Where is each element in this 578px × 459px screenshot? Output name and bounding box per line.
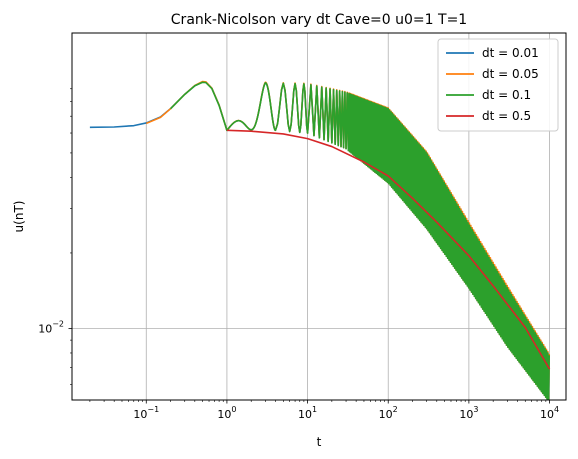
x-tick-label: 102: [379, 405, 398, 421]
legend-label: dt = 0.05: [482, 67, 539, 81]
x-tick-label: 10−1: [133, 405, 159, 421]
legend-label: dt = 0.01: [482, 46, 539, 60]
x-tick-exponent: −1: [147, 405, 159, 414]
legend-item: dt = 0.05: [446, 67, 539, 81]
legend-label: dt = 0.5: [482, 109, 531, 123]
x-tick-exponent: 0: [231, 405, 236, 414]
legend-item: dt = 0.1: [446, 88, 531, 102]
x-tick-exponent: 2: [393, 405, 398, 414]
x-tick-base: 10: [133, 408, 147, 421]
x-tick-label: 101: [298, 405, 317, 421]
x-tick-label: 100: [217, 405, 236, 421]
series-dt-0-1: [169, 81, 551, 400]
series-line: [226, 129, 551, 370]
x-tick-exponent: 4: [554, 405, 559, 414]
x-tick-base: 10: [298, 408, 312, 421]
y-tick-base: 10: [38, 323, 52, 336]
y-axis: 10−2: [38, 88, 72, 385]
plot-frame: [71, 32, 567, 401]
legend-item: dt = 0.5: [446, 109, 531, 123]
x-tick-exponent: 1: [312, 405, 317, 414]
x-tick-label: 104: [540, 405, 559, 421]
x-axis: 10−1 100 101 102 103 104: [89, 400, 559, 421]
legend: dt = 0.01 dt = 0.05 dt = 0.1 dt = 0.5: [437, 38, 559, 132]
y-tick-exponent: −2: [52, 320, 64, 329]
x-tick-base: 10: [459, 408, 473, 421]
y-axis-label: u(nT): [12, 201, 26, 233]
y-tick-label: 10−2: [38, 320, 64, 336]
x-tick-base: 10: [379, 408, 393, 421]
x-tick-base: 10: [540, 408, 554, 421]
x-tick-exponent: 3: [473, 405, 478, 414]
x-tick-base: 10: [217, 408, 231, 421]
x-tick-label: 103: [459, 405, 478, 421]
series-dt-0-5: [226, 129, 551, 370]
x-axis-label: t: [317, 435, 322, 449]
series-line: [169, 81, 551, 400]
legend-box: [437, 38, 559, 132]
chart-title: Crank-Nicolson vary dt Cave=0 u0=1 T=1: [171, 12, 467, 28]
legend-item: dt = 0.01: [446, 46, 539, 60]
legend-label: dt = 0.1: [482, 88, 531, 102]
series-layer: [89, 80, 551, 400]
